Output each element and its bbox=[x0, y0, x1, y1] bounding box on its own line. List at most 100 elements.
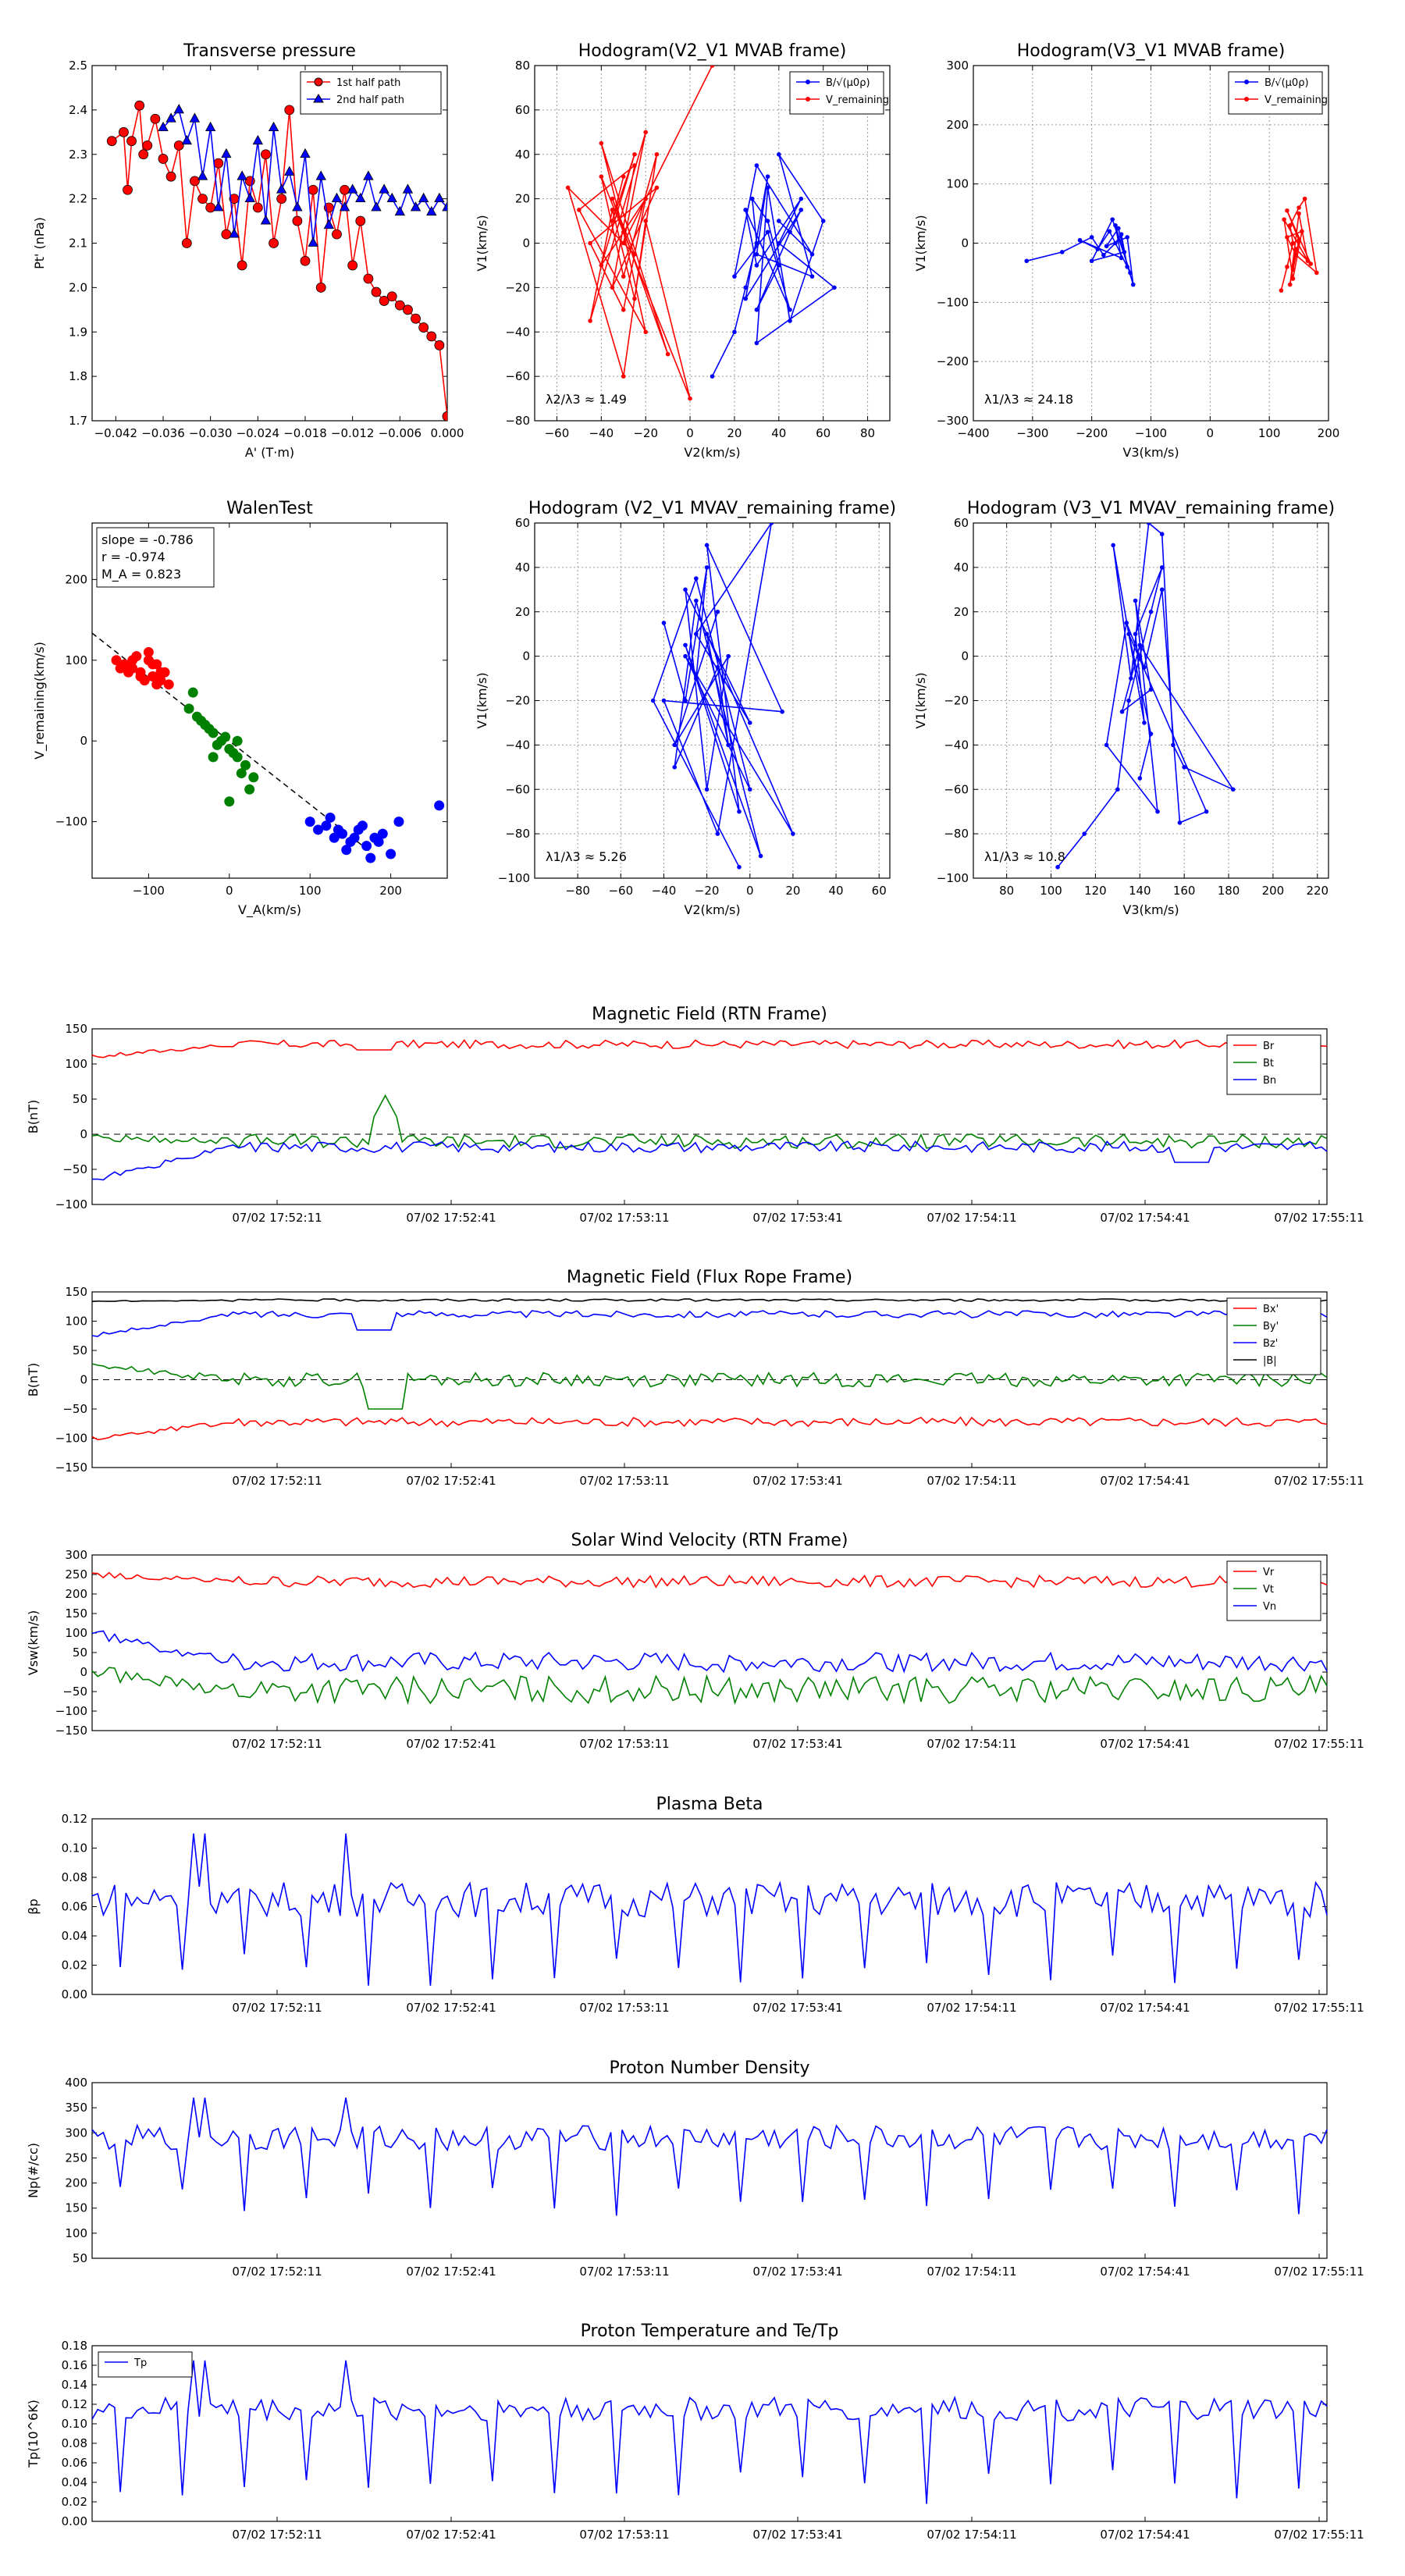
data-point bbox=[654, 151, 660, 157]
x-tick-label: 160 bbox=[1173, 884, 1196, 898]
data-point bbox=[694, 676, 699, 681]
legend-frame bbox=[1228, 71, 1323, 115]
data-point bbox=[765, 185, 770, 190]
series-line-Bt bbox=[91, 1094, 1328, 1149]
time-tick-label: 07/02 17:53:11 bbox=[579, 1474, 669, 1488]
y-tick-label: 0 bbox=[522, 237, 530, 251]
y-tick-label: 0 bbox=[80, 1127, 87, 1141]
y-tick-label: 0.00 bbox=[62, 1987, 87, 2001]
x-tick-label: −20 bbox=[633, 426, 658, 440]
data-point bbox=[212, 739, 222, 750]
data-point bbox=[355, 215, 366, 226]
y-tick-label: 0.16 bbox=[62, 2358, 87, 2372]
eigen-ratio-label: λ1/λ3 ≈ 5.26 bbox=[546, 849, 627, 864]
data-point bbox=[754, 163, 759, 168]
data-point bbox=[434, 800, 445, 811]
data-point bbox=[237, 170, 247, 180]
y-axis-label: Pt' (nPa) bbox=[32, 217, 47, 269]
y-tick-label: −80 bbox=[944, 827, 969, 841]
data-point bbox=[610, 208, 615, 212]
data-point bbox=[1126, 632, 1131, 636]
data-point bbox=[196, 715, 207, 726]
y-tick-label: 0.02 bbox=[62, 2495, 87, 2509]
data-point bbox=[220, 731, 231, 742]
data-point bbox=[1287, 282, 1293, 287]
y-tick-label: 60 bbox=[515, 516, 530, 530]
data-point bbox=[190, 176, 200, 187]
legend-label: V_remaining bbox=[1264, 94, 1328, 106]
data-point bbox=[236, 768, 247, 779]
y-tick-label: 0.14 bbox=[62, 2378, 87, 2392]
legend-label: By' bbox=[1263, 1321, 1279, 1332]
y-tick-label: 0 bbox=[522, 649, 530, 664]
data-point bbox=[621, 308, 626, 312]
data-point bbox=[1110, 217, 1115, 222]
data-point bbox=[754, 251, 759, 257]
sw_vel-axes: −150 −100 −50 0 50 100 150 200 250 300 07/02 17:52… bbox=[26, 1531, 1364, 1751]
data-point bbox=[138, 149, 149, 160]
data-point bbox=[213, 201, 224, 212]
data-point bbox=[357, 820, 368, 831]
time-tick-label: 07/02 17:54:11 bbox=[927, 2265, 1016, 2279]
time-tick-label: 07/02 17:55:11 bbox=[1274, 1737, 1364, 1751]
y-tick-label: 0.08 bbox=[62, 1870, 87, 1884]
y-tick-label: 150 bbox=[65, 1285, 87, 1299]
y-tick-label: 50 bbox=[73, 2251, 87, 2265]
data-point bbox=[765, 174, 770, 179]
legend: 1st half path 2nd half path bbox=[300, 71, 442, 115]
x-tick-label: 220 bbox=[1306, 884, 1329, 898]
time-tick-label: 07/02 17:53:41 bbox=[752, 2528, 842, 2542]
x-tick-label: −300 bbox=[1016, 426, 1048, 440]
time-tick-label: 07/02 17:54:41 bbox=[1100, 2528, 1190, 2542]
time-tick-label: 07/02 17:54:11 bbox=[927, 1737, 1016, 1751]
x-axis-label: V3(km/s) bbox=[1122, 902, 1179, 917]
data-point bbox=[758, 853, 763, 859]
chart-title: WalenTest bbox=[226, 499, 313, 518]
legend-frame bbox=[789, 71, 884, 115]
data-point bbox=[158, 154, 169, 164]
data-point bbox=[732, 274, 737, 279]
x-tick-label: −0.036 bbox=[141, 426, 185, 440]
y-axis-label: Tp(10^6K) bbox=[26, 2400, 41, 2468]
time-tick-label: 07/02 17:55:11 bbox=[1274, 1474, 1364, 1488]
data-point bbox=[426, 331, 437, 342]
legend-frame bbox=[1226, 1297, 1321, 1375]
x-tick-label: 200 bbox=[379, 884, 402, 898]
data-point bbox=[672, 742, 678, 748]
data-point bbox=[1125, 265, 1129, 269]
data-point bbox=[189, 112, 201, 123]
data-point bbox=[737, 809, 742, 814]
data-point bbox=[127, 655, 138, 666]
data-point bbox=[165, 112, 176, 123]
data-point bbox=[284, 105, 295, 116]
data-point bbox=[1290, 276, 1296, 281]
data-point bbox=[135, 671, 146, 681]
legend-marker bbox=[1244, 97, 1249, 101]
data-point bbox=[769, 523, 774, 525]
chart-title: Solar Wind Velocity (RTN Frame) bbox=[571, 1531, 848, 1550]
time-tick-label: 07/02 17:52:11 bbox=[232, 2001, 322, 2015]
data-point bbox=[777, 219, 781, 223]
data-point bbox=[777, 240, 781, 246]
legend-marker bbox=[314, 77, 323, 87]
y-axis-label: V1(km/s) bbox=[913, 672, 928, 728]
x-tick-label: 40 bbox=[829, 884, 844, 898]
data-point bbox=[754, 263, 759, 268]
y-tick-label: 0.12 bbox=[62, 2397, 87, 2411]
y-tick-label: −50 bbox=[62, 1402, 87, 1416]
data-point bbox=[621, 174, 626, 179]
data-point bbox=[148, 659, 158, 670]
x-tick-label: −60 bbox=[608, 884, 633, 898]
hodogram_v2_v1_mvav-axes: −100 −80 −60 −40 −20 0 20 40 60 −80 −60 −40 −20 0 20 40… bbox=[475, 499, 896, 917]
data-point bbox=[158, 121, 169, 132]
y-tick-label: 20 bbox=[515, 605, 530, 619]
time-tick-label: 07/02 17:53:11 bbox=[579, 2001, 669, 2015]
data-point bbox=[1159, 587, 1165, 592]
legend-label: Bx' bbox=[1263, 1304, 1279, 1315]
data-point bbox=[365, 852, 376, 863]
data-point bbox=[1024, 258, 1030, 264]
y-tick-label: 200 bbox=[65, 1587, 87, 1601]
y-tick-label: 80 bbox=[515, 59, 530, 73]
data-point bbox=[732, 329, 737, 335]
data-point bbox=[650, 698, 656, 703]
